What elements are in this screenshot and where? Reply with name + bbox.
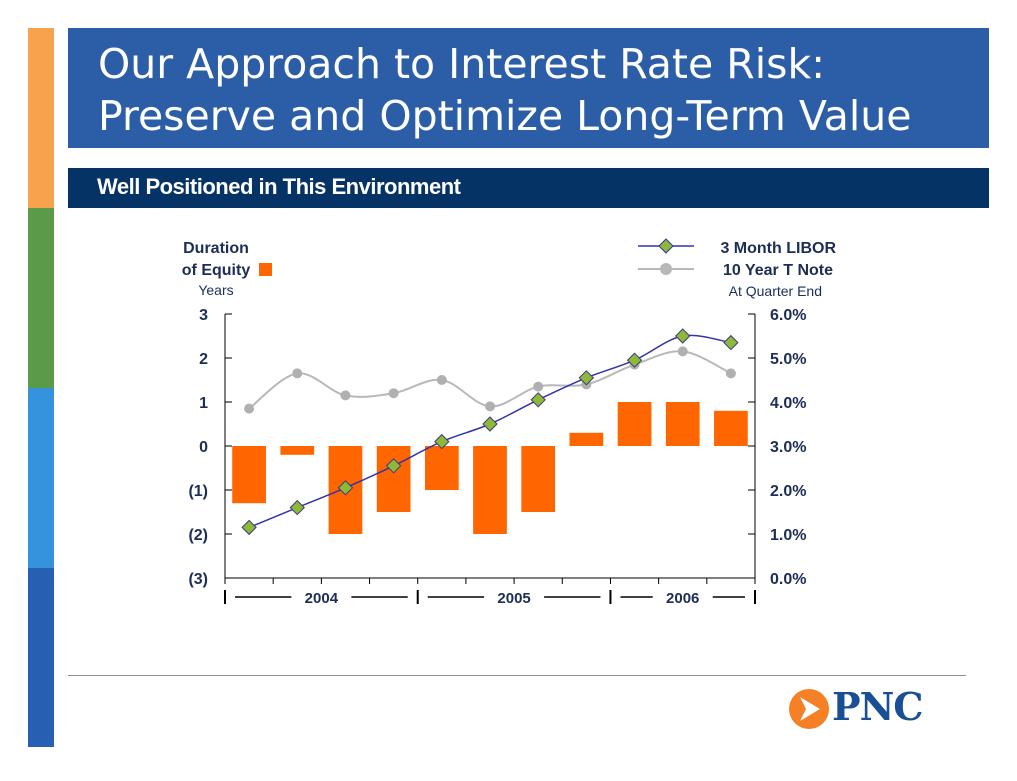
tnote-point — [485, 401, 495, 412]
year-group-label: 2004 — [305, 590, 339, 607]
left-axis-label-line1: Duration — [183, 240, 249, 257]
libor-point — [289, 499, 305, 516]
tnote-point — [244, 403, 255, 414]
left-axis-label-line2: of Equity — [182, 262, 251, 279]
right-axis-tick-label: 5.0% — [770, 351, 806, 368]
slide-title: Our Approach to Interest Rate Risk: Pres… — [98, 40, 912, 140]
libor-point — [530, 392, 546, 408]
duration-bars — [232, 402, 748, 534]
left-axis-units: Years — [198, 282, 233, 298]
pnc-logo: PNC — [788, 684, 938, 736]
title-banner: Our Approach to Interest Rate Risk: Pres… — [68, 28, 989, 148]
side-bar-dark-blue — [28, 568, 54, 747]
right-axis-tick-label: 0.0% — [770, 571, 806, 588]
side-bar-green — [28, 208, 54, 388]
right-axis-tick-label: 4.0% — [770, 395, 806, 412]
slide-subtitle: Well Positioned in This Environment — [97, 174, 461, 199]
libor-point — [241, 519, 257, 536]
left-axis-tick-label: 2 — [199, 351, 208, 368]
rate-lines — [241, 328, 739, 536]
left-axis-tick-label: (3) — [188, 571, 208, 588]
left-axis-tick-label: (1) — [188, 483, 208, 500]
left-axis-tick-label: 3 — [199, 307, 208, 324]
right-axis-tick-label: 1.0% — [770, 527, 806, 544]
side-bar-orange — [28, 28, 54, 208]
footer-divider — [68, 675, 966, 676]
duration-bar — [473, 446, 507, 534]
tnote-point — [292, 368, 303, 379]
libor-point — [385, 458, 402, 474]
rate-risk-chart: Duration of Equity Years 3 Month LIBOR 1… — [182, 238, 836, 607]
right-axis-tick-label: 3.0% — [770, 439, 806, 456]
year-group-labels: 2004 2005 2006 — [224, 590, 756, 607]
pnc-logo-text: PNC — [832, 684, 924, 729]
tnote-point — [677, 346, 688, 357]
duration-bar — [665, 402, 700, 446]
tnote-point — [388, 388, 399, 399]
chart-axes: 3 6.0% 2 5.0% 1 4.0% 0 3.0% (1) 2.0% (2) 1.0% (3) 0.0… — [188, 307, 806, 588]
duration-legend-swatch — [259, 263, 272, 276]
libor-point — [578, 370, 595, 386]
libor-point — [482, 416, 498, 432]
duration-bar — [376, 446, 411, 512]
subtitle-banner: Well Positioned in This Environment — [68, 168, 989, 208]
pnc-logo-icon — [789, 689, 829, 729]
libor-point — [337, 480, 354, 496]
tnote-point — [533, 381, 544, 392]
libor-point — [626, 352, 643, 368]
duration-bar — [521, 446, 556, 512]
right-axis-tick-label: 6.0% — [770, 307, 806, 324]
year-group-label: 2006 — [666, 590, 699, 607]
left-axis-tick-label: (2) — [188, 527, 208, 544]
right-axis-units: At Quarter End — [729, 283, 822, 299]
duration-bar — [714, 410, 748, 446]
libor-point — [675, 328, 691, 344]
side-bar-light-blue — [28, 388, 54, 568]
libor-point — [723, 334, 739, 351]
right-axis-tick-label: 2.0% — [770, 483, 806, 500]
duration-bar — [232, 446, 266, 504]
tnote-point — [340, 390, 351, 401]
year-group-label: 2005 — [497, 590, 530, 607]
tnote-point — [436, 375, 447, 385]
duration-bar — [569, 432, 604, 446]
legend-tnote-label: 10 Year T Note — [723, 262, 833, 279]
duration-bar — [424, 446, 459, 490]
tnote-point — [725, 368, 736, 379]
duration-bar — [280, 446, 315, 455]
tnote-line — [248, 350, 732, 410]
legend-libor-label: 3 Month LIBOR — [720, 240, 836, 257]
legend-tnote-marker — [660, 263, 672, 275]
libor-point — [434, 433, 450, 450]
duration-bar — [617, 402, 652, 446]
left-axis-tick-label: 1 — [199, 395, 208, 412]
left-axis-tick-label: 0 — [199, 439, 208, 456]
legend-libor-marker — [658, 238, 674, 254]
